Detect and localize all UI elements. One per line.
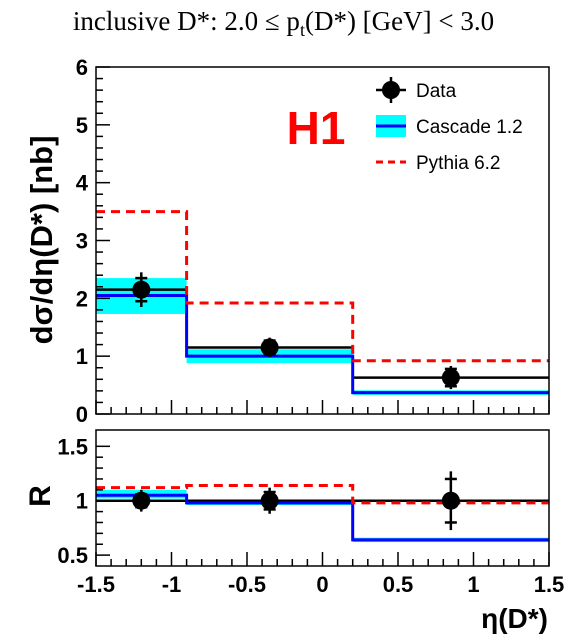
title-main: inclusive D*: 2.0 ≤ p xyxy=(72,6,300,36)
y-tick-label: 0.5 xyxy=(57,543,88,568)
data-point xyxy=(260,338,279,357)
y-tick-label: 6 xyxy=(76,55,88,80)
y-tick-label: 1 xyxy=(76,489,88,514)
y-tick-label: 2 xyxy=(76,286,88,311)
y-tick-label: 1 xyxy=(76,344,88,369)
top-panel: 0 1 2 3 4 5 6 xyxy=(76,55,550,427)
data-point xyxy=(441,491,460,510)
pythia-step-line xyxy=(96,483,549,505)
title-subscript: t xyxy=(299,20,305,40)
x-tick-label: -1.5 xyxy=(77,572,115,597)
chart-title: inclusive D*: 2.0 ≤ pt(D*) [GeV] < 3.0 xyxy=(0,6,567,41)
pythia-step-line xyxy=(96,210,549,363)
bottom-panel: 0.5 1 1.5 -1.5 -1 -0.5 0 0.5 1 1.5 xyxy=(57,429,565,597)
x-tick-label: -1 xyxy=(162,572,182,597)
x-tick-label: 1 xyxy=(467,572,479,597)
legend-data-marker xyxy=(382,81,400,99)
legend-entry-label: Data xyxy=(416,81,457,102)
y-axis-label-top: dσ/dη(D*) [nb] xyxy=(24,136,59,345)
h1-logo: H1 xyxy=(287,102,346,154)
x-tick-label: 0 xyxy=(316,572,328,597)
y-axis-label-bottom: R xyxy=(24,485,57,507)
data-point xyxy=(132,280,151,299)
cascade-step-line xyxy=(96,493,549,542)
y-tick-label: 3 xyxy=(76,229,88,254)
data-point xyxy=(132,491,151,510)
y-tick-label: 0 xyxy=(76,402,88,427)
data-point xyxy=(260,491,279,510)
y-tick-label: 5 xyxy=(76,113,88,138)
data-point xyxy=(441,368,460,387)
x-tick-label: -0.5 xyxy=(228,572,266,597)
x-axis-label: η(D*) xyxy=(481,603,548,634)
y-tick-label: 1.5 xyxy=(57,434,88,459)
title-tail: (D*) [GeV] < 3.0 xyxy=(304,6,495,36)
x-tick-label: 1.5 xyxy=(534,572,565,597)
legend: Data Cascade 1.2 Pythia 6.2 xyxy=(376,77,523,174)
y-tick-label: 4 xyxy=(76,171,89,196)
legend-entry-label: Cascade 1.2 xyxy=(416,117,523,138)
x-tick-label: 0.5 xyxy=(383,572,414,597)
legend-entry-label: Pythia 6.2 xyxy=(416,153,501,174)
